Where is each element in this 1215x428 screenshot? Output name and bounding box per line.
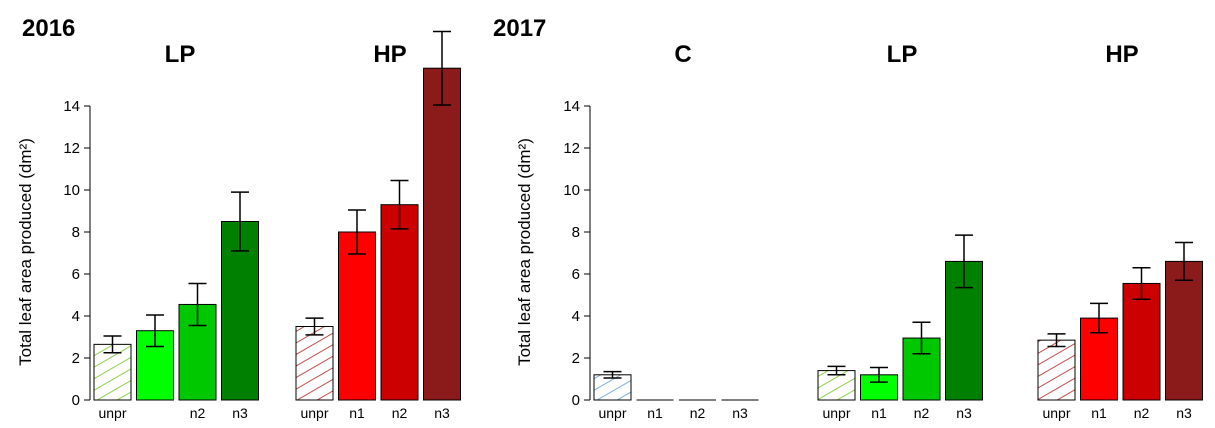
category-label: n3	[956, 405, 972, 421]
category-label: n2	[392, 405, 408, 421]
y-tick-label: 0	[72, 392, 80, 409]
y-tick-label: 8	[572, 224, 580, 241]
y-tick-label: 2	[572, 350, 580, 367]
panel-title-2017-lp: LP	[887, 41, 918, 68]
category-label: n1	[647, 405, 663, 421]
bar	[1122, 282, 1161, 401]
y-tick-label: 14	[63, 98, 80, 115]
category-label: n3	[1176, 405, 1192, 421]
bar	[1037, 339, 1076, 401]
category-label: n3	[732, 405, 748, 421]
y-tick-label: 12	[563, 140, 580, 157]
category-label: unpr	[1042, 405, 1070, 421]
category-label: unpr	[98, 405, 126, 421]
bar	[295, 326, 334, 401]
bar	[1165, 260, 1203, 401]
category-label: n1	[349, 405, 365, 421]
year-label-2017: 2017	[493, 15, 546, 42]
panel-title-2016-lp: LP	[165, 41, 196, 68]
y-tick-label: 10	[563, 182, 580, 199]
chart-marks: 0 2 4 6 8 10 12 14 unpr n2 n3 unpr n1 n2 n3 0 2 4 6 8 10 12 14…	[63, 30, 1203, 421]
category-label: n2	[914, 405, 930, 421]
category-label: n1	[871, 405, 887, 421]
bar	[902, 337, 941, 401]
bar	[380, 204, 419, 401]
y-tick-label: 10	[63, 182, 80, 199]
y-axis-title-2016: Total leaf area produced (dm²)	[16, 138, 35, 366]
y-tick-label: 8	[72, 224, 80, 241]
category-label: unpr	[598, 405, 626, 421]
category-label: n3	[232, 405, 248, 421]
panel-title-2017-hp: HP	[1105, 41, 1138, 68]
y-tick-label: 12	[63, 140, 80, 157]
panel-title-2017-c: C	[674, 41, 691, 68]
category-label: unpr	[300, 405, 328, 421]
y-tick-label: 4	[572, 308, 580, 325]
y-tick-label: 6	[572, 266, 580, 283]
bar	[338, 231, 376, 401]
category-label: n1	[1091, 405, 1107, 421]
category-label: n2	[190, 405, 206, 421]
y-tick-label: 4	[72, 308, 80, 325]
year-label-2016: 2016	[22, 15, 75, 42]
y-tick-label: 2	[72, 350, 80, 367]
y-axis-title-2017: Total leaf area produced (dm²)	[515, 138, 534, 366]
category-label: n2	[1134, 405, 1150, 421]
bar	[423, 67, 461, 401]
y-tick-label: 14	[563, 98, 580, 115]
category-label: n3	[434, 405, 450, 421]
y-tick-label: 6	[72, 266, 80, 283]
category-label: n2	[690, 405, 706, 421]
panel-title-2016-hp: HP	[373, 41, 406, 68]
category-label: unpr	[822, 405, 850, 421]
y-tick-label: 0	[572, 392, 580, 409]
